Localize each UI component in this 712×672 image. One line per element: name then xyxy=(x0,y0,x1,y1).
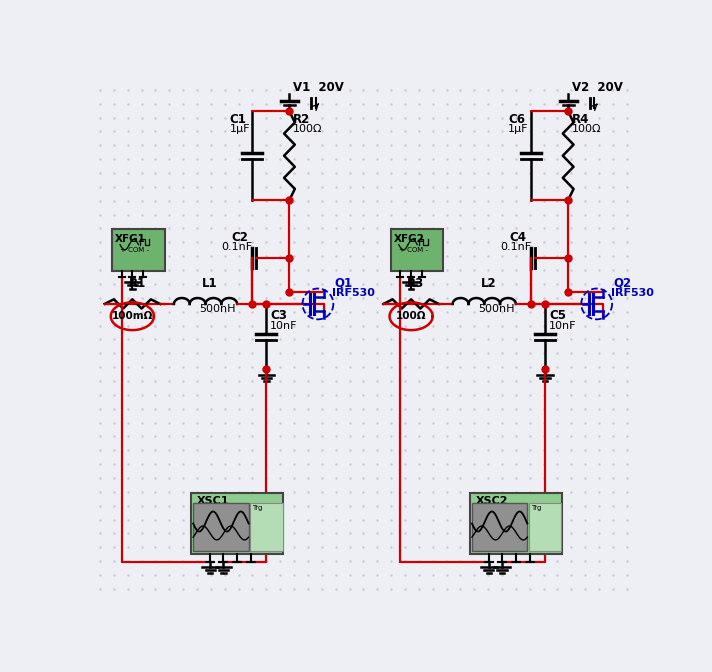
Text: 10nF: 10nF xyxy=(549,321,577,331)
Text: Trg: Trg xyxy=(531,505,542,511)
Text: Trg: Trg xyxy=(253,505,263,511)
Text: R1: R1 xyxy=(128,277,146,290)
Text: XFG2: XFG2 xyxy=(394,234,424,244)
Text: + COM -: + COM - xyxy=(120,247,149,253)
Text: 100Ω: 100Ω xyxy=(572,124,602,134)
Text: C2: C2 xyxy=(231,230,248,244)
Text: Q1: Q1 xyxy=(335,277,353,290)
Text: 100Ω: 100Ω xyxy=(293,124,323,134)
Text: V2  20V: V2 20V xyxy=(572,81,623,93)
Text: 1μF: 1μF xyxy=(229,124,250,134)
FancyBboxPatch shape xyxy=(391,229,444,271)
Text: XFG1: XFG1 xyxy=(115,234,145,244)
Text: XSC2: XSC2 xyxy=(476,496,508,505)
Text: C3: C3 xyxy=(270,309,287,323)
FancyBboxPatch shape xyxy=(250,503,283,551)
Text: 0.1nF: 0.1nF xyxy=(501,242,532,252)
Text: C1: C1 xyxy=(229,113,246,126)
Text: 10nF: 10nF xyxy=(270,321,298,331)
FancyBboxPatch shape xyxy=(472,503,528,551)
Text: L2: L2 xyxy=(481,277,496,290)
FancyBboxPatch shape xyxy=(470,493,562,554)
Text: 100Ω: 100Ω xyxy=(396,311,426,321)
Text: L1: L1 xyxy=(201,277,217,290)
FancyBboxPatch shape xyxy=(112,229,164,271)
Text: C5: C5 xyxy=(549,309,566,323)
Text: IRF530: IRF530 xyxy=(332,288,375,298)
Text: XSC1: XSC1 xyxy=(197,496,229,505)
Text: 0.1nF: 0.1nF xyxy=(221,242,253,252)
Text: Q2: Q2 xyxy=(614,277,632,290)
FancyBboxPatch shape xyxy=(191,493,283,554)
FancyBboxPatch shape xyxy=(193,503,248,551)
Text: R2: R2 xyxy=(293,113,310,126)
Text: R3: R3 xyxy=(407,277,424,290)
Text: C4: C4 xyxy=(510,230,527,244)
Text: + COM -: + COM - xyxy=(399,247,428,253)
FancyBboxPatch shape xyxy=(529,503,561,551)
Text: 1μF: 1μF xyxy=(508,124,528,134)
Text: R4: R4 xyxy=(572,113,590,126)
Text: 100mΩ: 100mΩ xyxy=(112,311,153,321)
Text: 500nH: 500nH xyxy=(478,304,515,314)
Text: C6: C6 xyxy=(508,113,525,126)
Text: V1  20V: V1 20V xyxy=(293,81,344,93)
Text: 500nH: 500nH xyxy=(199,304,236,314)
Text: IRF530: IRF530 xyxy=(610,288,654,298)
